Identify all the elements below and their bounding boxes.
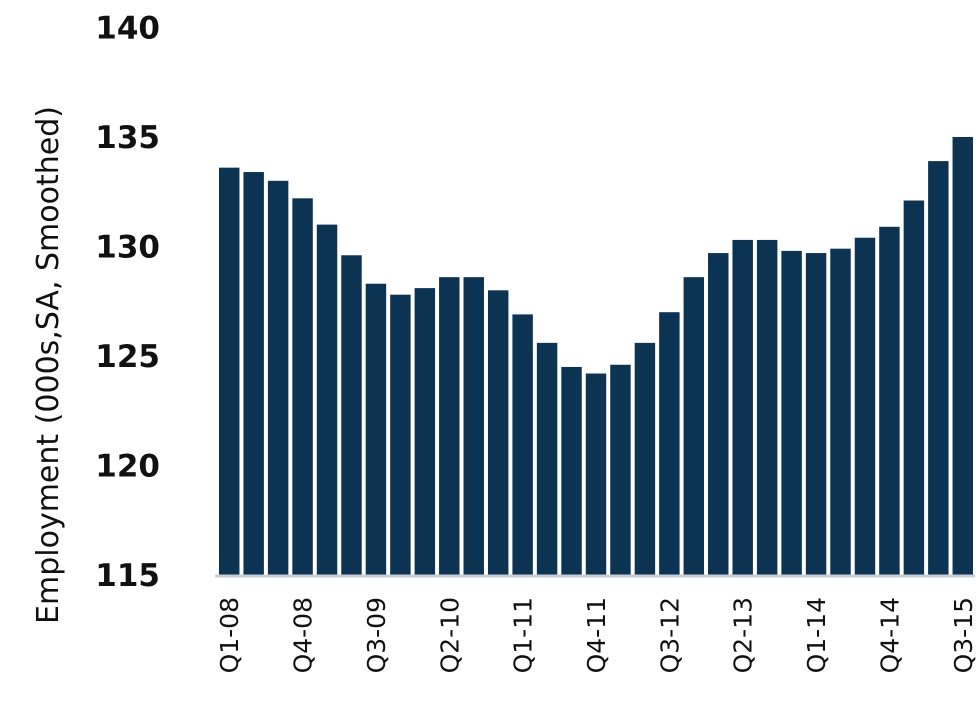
x-tick-label: Q3-12 [655,597,684,673]
bar [536,342,558,575]
bar [659,312,680,575]
y-tick-label: 135 [95,120,160,156]
x-tick-label: Q4-14 [875,597,904,673]
x-tick-label: Q3-15 [949,597,978,673]
y-axis-label: Employment (000s,SA, Smoothed) [31,106,66,624]
x-tick-label: Q4-08 [289,597,318,673]
x-tick-label: Q4-11 [582,597,611,673]
bar [561,366,582,575]
x-tick-label: Q1-11 [509,597,538,673]
bar [487,290,509,575]
x-tick-label: Q3-09 [362,597,391,673]
bar [365,283,387,575]
bar [928,161,949,575]
bar [634,342,656,575]
x-tick-label: Q2-13 [729,597,758,673]
x-tick-label: Q1-08 [215,597,244,673]
bar [879,226,900,576]
x-tick-label: Q2-10 [435,597,464,673]
y-tick-label: 125 [95,339,160,375]
bar [292,198,313,575]
bar [316,224,338,575]
bar [952,137,973,575]
bar [781,250,802,575]
bar [708,253,729,575]
bar [341,255,362,575]
y-axis-ticks: 115 120 125 130 135 140 [95,11,160,595]
bar [439,277,460,575]
bar [390,294,411,575]
y-tick-label: 120 [95,449,160,485]
bar [683,277,705,575]
bar [512,314,533,575]
bar [219,167,240,575]
bar [414,288,436,575]
bar [756,239,778,575]
x-tick-label: Q1-14 [802,597,831,673]
bar [805,253,827,575]
y-tick-label: 140 [95,11,160,47]
x-axis-ticks: Q1-08 Q4-08 Q3-09 Q2-10 Q1-11 Q4-11 Q3-12 Q2-13… [215,597,978,673]
bar [243,172,264,576]
y-tick-label: 115 [95,558,160,594]
bar [267,180,289,576]
bar [854,237,876,576]
bar [830,248,851,575]
bar [903,200,925,575]
bar [610,364,631,575]
bar [463,277,484,575]
bar [585,373,607,575]
bars [219,137,973,576]
y-tick-label: 130 [95,230,160,266]
bar [732,239,753,575]
